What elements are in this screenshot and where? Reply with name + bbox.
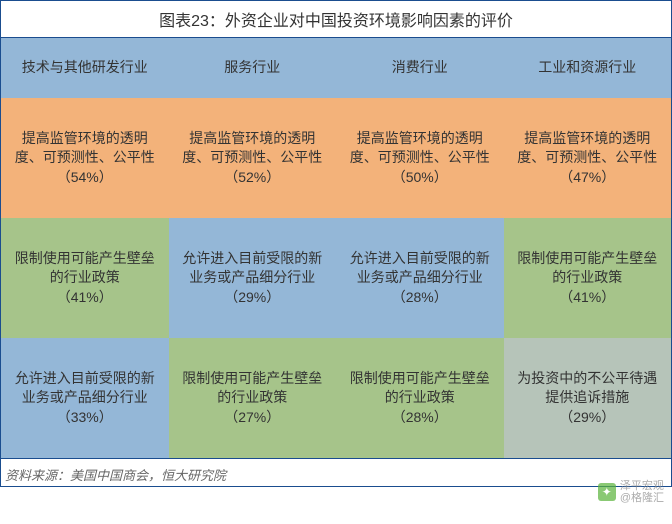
cell-text: 允许进入目前受限的新业务或产品细分行业 xyxy=(177,249,329,288)
cell-percent: （27%） xyxy=(224,408,280,428)
cell-text: 提高监管环境的透明度、可预测性、公平性 xyxy=(512,129,664,168)
cell-text: 限制使用可能产生壁垒的行业政策 xyxy=(9,249,161,288)
cell-percent: （28%） xyxy=(392,408,448,428)
data-cell: 提高监管环境的透明度、可预测性、公平性（47%） xyxy=(504,98,672,218)
data-cell: 提高监管环境的透明度、可预测性、公平性（50%） xyxy=(336,98,504,218)
data-grid: 技术与其他研发行业服务行业消费行业工业和资源行业提高监管环境的透明度、可预测性、… xyxy=(1,38,671,458)
cell-percent: （50%） xyxy=(392,168,448,188)
data-cell: 允许进入目前受限的新业务或产品细分行业（28%） xyxy=(336,218,504,338)
cell-percent: （41%） xyxy=(57,288,113,308)
watermark: ✦ 泽平宏观 @格隆汇 xyxy=(598,480,664,504)
chart-title: 图表23：外资企业对中国投资环境影响因素的评价 xyxy=(1,1,671,38)
watermark-top: 泽平宏观 xyxy=(620,480,664,492)
data-cell: 限制使用可能产生壁垒的行业政策（28%） xyxy=(336,338,504,458)
column-header: 服务行业 xyxy=(169,38,337,98)
watermark-bottom: @格隆汇 xyxy=(620,492,664,504)
source-footer: 资料来源：美国中国商会，恒大研究院 xyxy=(1,458,671,486)
cell-text: 限制使用可能产生壁垒的行业政策 xyxy=(344,369,496,408)
wechat-icon: ✦ xyxy=(598,483,616,501)
cell-text: 允许进入目前受限的新业务或产品细分行业 xyxy=(9,369,161,408)
data-cell: 提高监管环境的透明度、可预测性、公平性（52%） xyxy=(169,98,337,218)
cell-percent: （29%） xyxy=(559,408,615,428)
data-cell: 允许进入目前受限的新业务或产品细分行业（33%） xyxy=(1,338,169,458)
cell-text: 为投资中的不公平待遇提供追诉措施 xyxy=(512,369,664,408)
cell-percent: （47%） xyxy=(559,168,615,188)
cell-percent: （54%） xyxy=(57,168,113,188)
data-cell: 允许进入目前受限的新业务或产品细分行业（29%） xyxy=(169,218,337,338)
cell-text: 限制使用可能产生壁垒的行业政策 xyxy=(512,249,664,288)
cell-percent: （33%） xyxy=(57,408,113,428)
cell-text: 限制使用可能产生壁垒的行业政策 xyxy=(177,369,329,408)
cell-text: 提高监管环境的透明度、可预测性、公平性 xyxy=(9,129,161,168)
data-cell: 限制使用可能产生壁垒的行业政策（27%） xyxy=(169,338,337,458)
cell-text: 提高监管环境的透明度、可预测性、公平性 xyxy=(177,129,329,168)
data-cell: 限制使用可能产生壁垒的行业政策（41%） xyxy=(1,218,169,338)
column-header: 工业和资源行业 xyxy=(504,38,672,98)
cell-percent: （41%） xyxy=(559,288,615,308)
data-cell: 为投资中的不公平待遇提供追诉措施（29%） xyxy=(504,338,672,458)
cell-text: 允许进入目前受限的新业务或产品细分行业 xyxy=(344,249,496,288)
cell-percent: （29%） xyxy=(224,288,280,308)
cell-percent: （28%） xyxy=(392,288,448,308)
cell-percent: （52%） xyxy=(224,168,280,188)
chart-container: 图表23：外资企业对中国投资环境影响因素的评价 技术与其他研发行业服务行业消费行… xyxy=(0,0,672,487)
column-header: 技术与其他研发行业 xyxy=(1,38,169,98)
data-cell: 提高监管环境的透明度、可预测性、公平性（54%） xyxy=(1,98,169,218)
column-header: 消费行业 xyxy=(336,38,504,98)
data-cell: 限制使用可能产生壁垒的行业政策（41%） xyxy=(504,218,672,338)
cell-text: 提高监管环境的透明度、可预测性、公平性 xyxy=(344,129,496,168)
